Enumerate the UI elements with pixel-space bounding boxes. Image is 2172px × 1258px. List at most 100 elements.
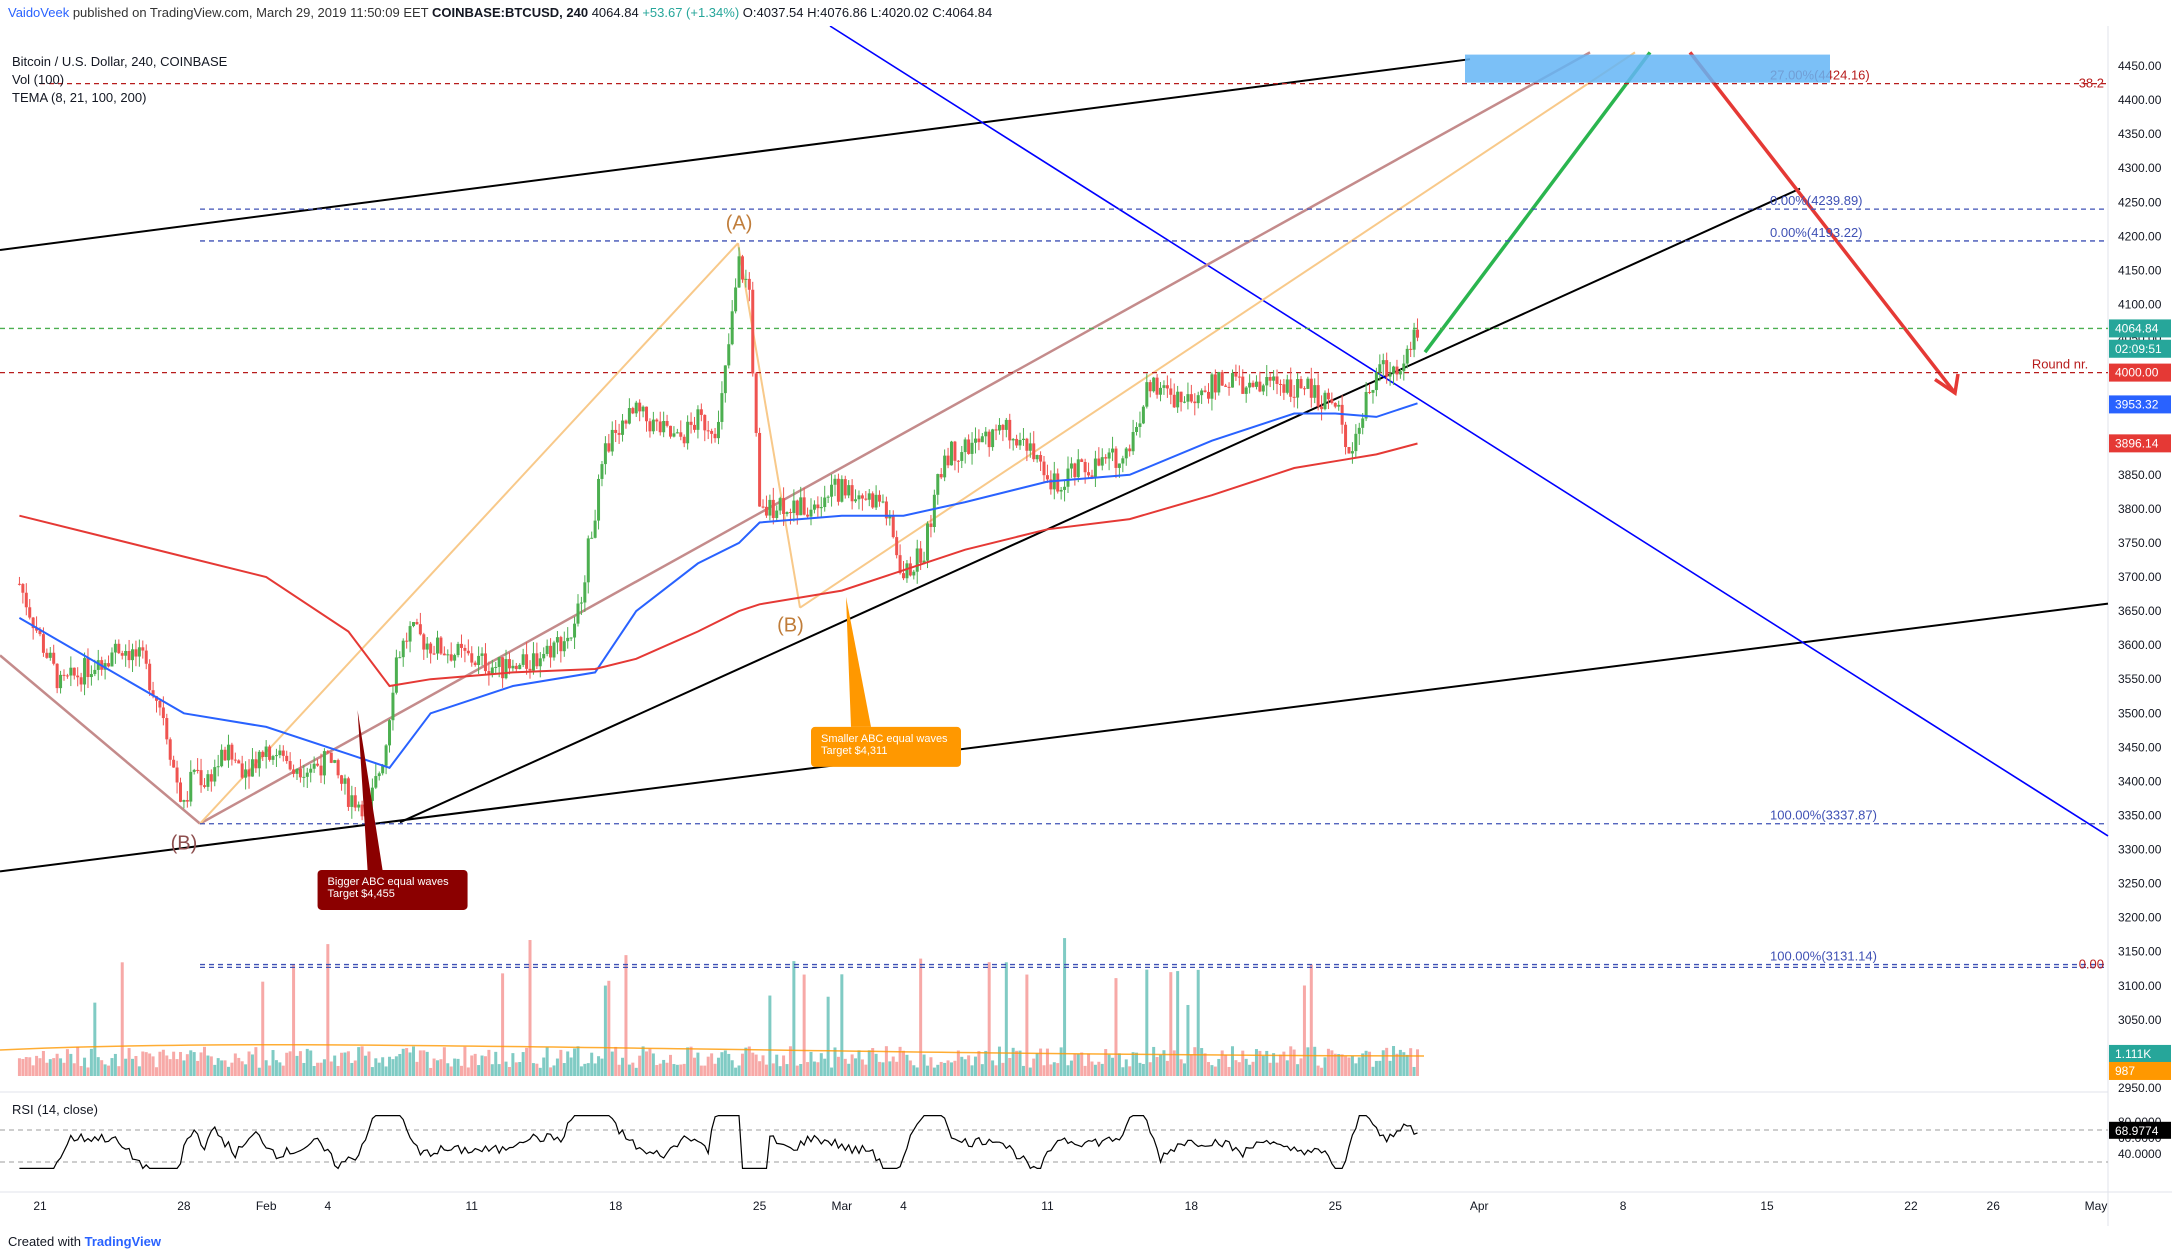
candle-body (1206, 391, 1210, 399)
volume-bar (600, 1058, 604, 1076)
candle-body (730, 311, 734, 345)
volume-bar (1241, 1050, 1245, 1076)
volume-bar (511, 1053, 515, 1076)
volume-bar (237, 1057, 241, 1076)
candle-body (1244, 387, 1248, 394)
candle-body (706, 430, 710, 432)
candle-body (96, 660, 100, 670)
candle-body (377, 773, 381, 777)
callout-pointer (357, 709, 383, 870)
candle-body (758, 432, 762, 507)
volume-bar (463, 1046, 467, 1076)
candle-body (1220, 371, 1224, 386)
price-badge-label: 4000.00 (2115, 366, 2159, 380)
candle-body (1117, 463, 1121, 468)
volume-bar (268, 1065, 272, 1076)
candle-body (967, 439, 971, 454)
volume-bar (1309, 964, 1313, 1076)
author-link[interactable]: VaidoVeek (8, 5, 70, 20)
candle-body (1114, 448, 1118, 468)
candle-body (480, 653, 484, 656)
candle-body (1275, 376, 1279, 384)
candle-body (1193, 401, 1197, 404)
volume-bar (833, 1047, 837, 1076)
candle-body (1388, 373, 1392, 377)
candle-body (199, 770, 203, 786)
candle-body (939, 474, 943, 478)
volume-bar (21, 1058, 25, 1076)
volume-bar (915, 1067, 919, 1076)
candle-body (21, 584, 25, 593)
candle-body (1111, 448, 1115, 453)
volume-bar (638, 1055, 642, 1076)
price-tick-label: 3050.00 (2118, 1013, 2162, 1027)
candle-body (1344, 424, 1348, 448)
candle-body (62, 674, 66, 676)
candle-body (79, 677, 83, 685)
volume-bar (891, 1056, 895, 1076)
volume-bar (545, 1047, 549, 1076)
volume-bar (206, 1055, 210, 1076)
volume-bar (573, 1048, 577, 1076)
volume-bar (922, 1054, 926, 1076)
candle-body (1121, 458, 1125, 464)
candle-body (1265, 376, 1269, 386)
volume-bar (131, 1058, 135, 1076)
candle-body (504, 659, 508, 679)
candle-body (1361, 418, 1365, 428)
candle-body (141, 647, 145, 651)
volume-bar (634, 1067, 638, 1076)
volume-bar (1368, 1051, 1372, 1076)
candle-body (819, 507, 823, 509)
volume-bar (648, 1048, 652, 1076)
volume-bar (360, 1046, 364, 1076)
volume-bar (682, 1063, 686, 1076)
candle-body (192, 769, 196, 772)
volume-bar (76, 1046, 80, 1076)
volume-bar (902, 1050, 906, 1076)
pink-wave-line-a (0, 654, 201, 825)
volume-bar (1206, 1062, 1210, 1076)
candle-body (1165, 385, 1169, 389)
candle-body (1234, 373, 1238, 377)
price-chart[interactable]: 27.00%(4424.16)0.00%(4239.89)0.00%(4193.… (0, 26, 2172, 1226)
volume-bar (381, 1057, 385, 1076)
volume-bar (1296, 1064, 1300, 1076)
candle-body (898, 555, 902, 574)
volume-bar (1350, 1056, 1354, 1076)
candle-body (223, 749, 227, 761)
candle-body (442, 653, 446, 656)
volume-bar (932, 1067, 936, 1076)
green-arrow-line (1423, 51, 1652, 354)
candle-body (168, 739, 172, 760)
candle-body (1083, 461, 1087, 473)
volume-bar (734, 1067, 738, 1076)
volume-bar (394, 1056, 398, 1076)
candle-body (250, 759, 254, 777)
tradingview-logo[interactable]: TradingView (84, 1234, 161, 1249)
candle-body (1385, 360, 1389, 377)
callout-pointer (846, 596, 871, 727)
candle-body (881, 501, 885, 503)
candle-body (435, 637, 439, 654)
callout-box (317, 869, 468, 910)
candle-body (686, 421, 690, 444)
volume-bar (298, 1051, 302, 1076)
candle-body (278, 750, 282, 756)
candle-body (1350, 451, 1354, 454)
volume-bar (41, 1050, 45, 1076)
volume-bar (155, 1067, 159, 1076)
candle-body (158, 700, 162, 708)
upper-channel-line (0, 58, 1471, 251)
candle-body (1021, 438, 1025, 440)
volume-bar (1025, 974, 1029, 1076)
volume-bar (675, 1064, 679, 1076)
volume-bar (350, 1062, 354, 1076)
candle-body (634, 402, 638, 414)
candle-body (1059, 489, 1063, 492)
candle-body (1289, 379, 1293, 397)
volume-bar (178, 1051, 182, 1076)
volume-bar (480, 1055, 484, 1076)
candle-body (665, 421, 669, 426)
candle-body (854, 499, 858, 502)
